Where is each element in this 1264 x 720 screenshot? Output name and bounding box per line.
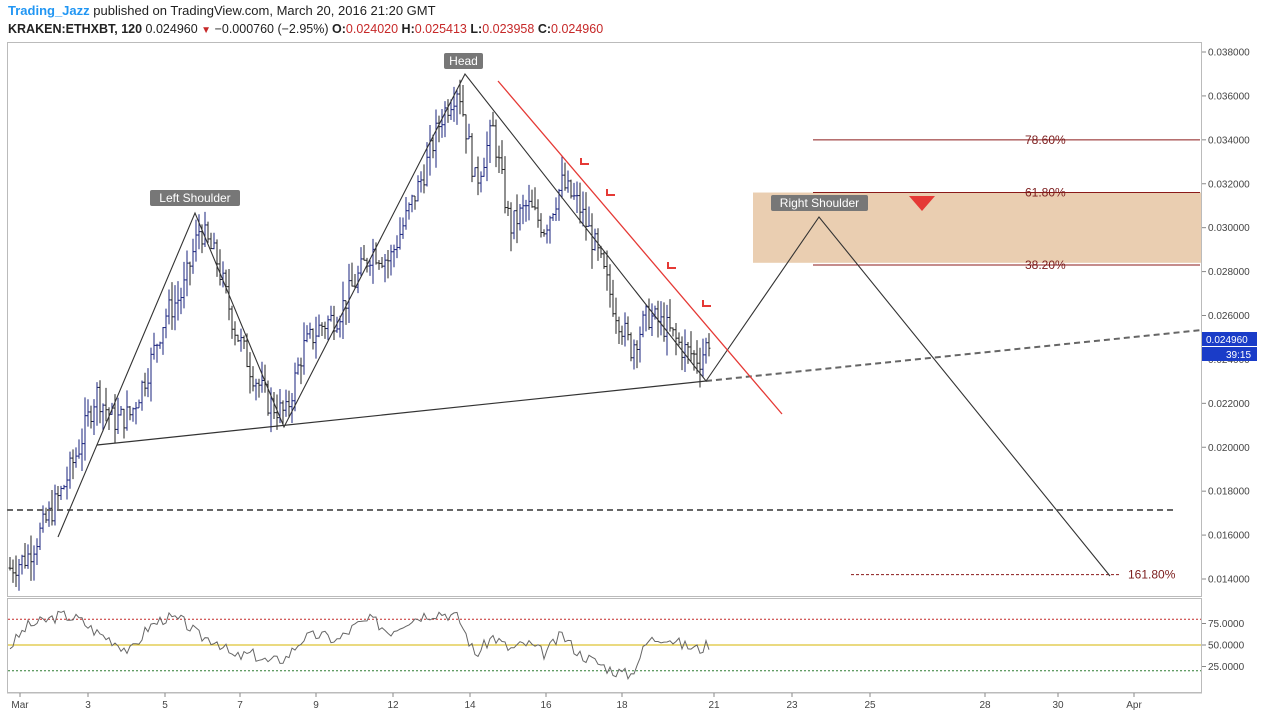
time-tick-label: Mar [11,700,29,711]
bar-countdown: 39:15 [1226,350,1251,361]
price-tick-label: 0.020000 [1208,443,1250,454]
price-tick-label: 0.028000 [1208,267,1250,278]
neckline-extension [705,329,1203,382]
low-label: L: [470,22,483,36]
time-tick-label: 12 [387,700,399,711]
current-price-value: 0.024960 [1206,335,1248,346]
high-value: 0.025413 [414,22,467,36]
price-tick-label: 0.036000 [1208,91,1250,102]
time-tick-label: 25 [864,700,876,711]
right-shoulder-label: Right Shoulder [780,196,859,210]
price-tick-label: 0.022000 [1208,399,1250,410]
chart-header: Trading_Jazz published on TradingView.co… [0,0,1264,42]
author-link[interactable]: Trading_Jazz [8,3,90,18]
rsi-indicator: 25.0000 50.0000 75.0000 [8,610,1245,681]
price-tick-label: 0.034000 [1208,135,1250,146]
time-tick-label: 16 [540,700,552,711]
right-shoulder-badge [771,195,868,211]
time-tick-label: 23 [786,700,798,711]
high-label: H: [401,22,415,36]
rsi-line [9,610,710,681]
price-tick-label: 0.014000 [1208,575,1250,586]
time-tick-label: 30 [1052,700,1064,711]
open-value: 0.024020 [345,22,399,36]
head-badge [444,53,483,69]
rsi-tick-label: 50.0000 [1208,641,1245,652]
symbol-label: KRAKEN:ETHXBT, 120 [8,22,143,36]
close-label: C: [537,22,552,36]
time-tick-label: 7 [237,700,243,711]
low-value: 0.023958 [482,22,535,36]
price-tick-label: 0.018000 [1208,487,1250,498]
resistance-trendline [497,80,783,415]
time-axis: Mar 3 5 7 9 12 14 16 18 21 23 25 28 30 Apr [11,693,1142,711]
l-marker-1 [580,158,589,165]
time-tick-label: 14 [464,700,476,711]
price-bars [8,79,711,591]
price-tick-label: 0.032000 [1208,179,1250,190]
open-label: O: [332,22,346,36]
change-value: −0.000760 (−2.95%) [214,22,329,36]
sell-arrow-icon [909,196,935,211]
hs-pattern-line [57,72,1111,577]
neckline [96,380,707,446]
fib-levels: 78.60% 61.80% 38.20% 161.80% [813,133,1200,582]
time-tick-label: 21 [708,700,720,711]
left-shoulder-label: Left Shoulder [159,191,230,205]
time-tick-label: 5 [162,700,168,711]
pattern-drawings [7,72,1203,577]
time-tick-label: 18 [616,700,628,711]
publish-info: published on TradingView.com, March 20, … [93,3,436,18]
pattern-labels: Left Shoulder Head Right Shoulder [150,53,868,211]
last-price: 0.024960 [145,22,198,36]
l-marker-4 [702,300,711,307]
fib-label: 38.20% [1025,258,1066,272]
time-tick-label: 28 [979,700,991,711]
head-label: Head [449,54,478,68]
main-pane-border [7,42,1202,597]
ohlc-line: KRAKEN:ETHXBT, 120 0.024960 ▼ −0.000760 … [8,22,603,36]
fib-label: 61.80% [1025,186,1066,200]
fib-label: 78.60% [1025,133,1066,147]
publish-line: Trading_Jazz published on TradingView.co… [8,3,436,18]
price-tick-label: 0.016000 [1208,531,1250,542]
price-tick-label: 0.026000 [1208,311,1250,322]
time-tick-label: 3 [85,700,91,711]
rsi-tick-label: 25.0000 [1208,662,1245,673]
current-price-tag: 0.024960 39:15 [1202,332,1257,361]
time-tick-label: Apr [1126,700,1142,711]
price-tick-label: 0.030000 [1208,223,1250,234]
rsi-tick-label: 75.0000 [1208,619,1245,630]
l-marker-3 [667,262,676,269]
l-marker-2 [606,189,615,196]
price-tick-label: 0.038000 [1208,48,1250,59]
fib-label: 161.80% [1128,568,1176,582]
price-axis: 0.014000 0.016000 0.018000 0.020000 0.022000… [1202,48,1250,586]
close-value: 0.024960 [551,22,604,36]
time-tick-label: 9 [313,700,319,711]
left-shoulder-badge [150,190,240,206]
down-arrow-icon: ▼ [201,25,212,36]
